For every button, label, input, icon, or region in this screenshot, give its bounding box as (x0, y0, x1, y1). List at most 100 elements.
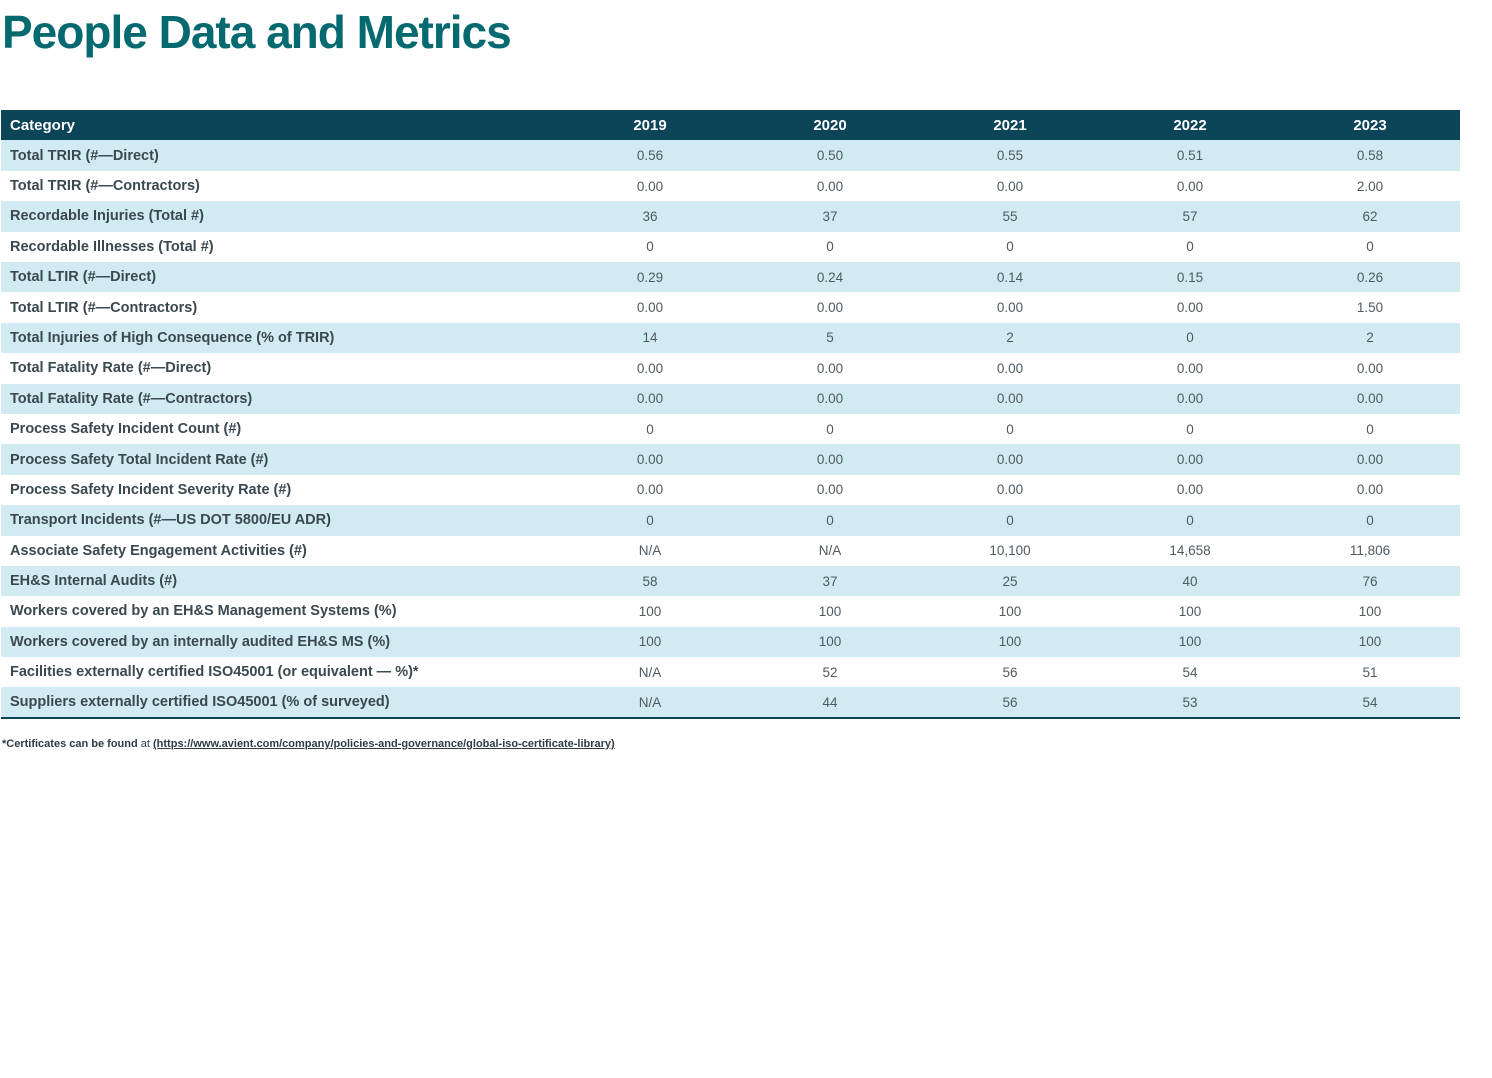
value-cell: 2 (1366, 330, 1374, 346)
table-row: Total LTIR (#—Direct) 0.29 0.24 0.14 0.1… (1, 262, 1460, 293)
value-cell: 0.00 (816, 452, 844, 468)
value-cell: 100 (1178, 603, 1202, 619)
row-label: Total Fatality Rate (#—Direct) (10, 360, 212, 377)
value-cell: 2.00 (1356, 178, 1384, 194)
table-row: Process Safety Total Incident Rate (#) 0… (1, 444, 1460, 475)
value-cell: 0.50 (816, 148, 844, 164)
value-cell: 100 (1358, 634, 1382, 650)
value-cell: 0.00 (1176, 360, 1204, 376)
value-cell: 56 (1002, 664, 1018, 680)
column-header-2019: 2019 (560, 110, 740, 141)
value-cell: 0.24 (816, 269, 844, 285)
table-row: Total Fatality Rate (#—Contractors) 0.00… (1, 383, 1460, 414)
footnote-certificate-link[interactable]: (https://www.avient.com/company/policies… (153, 737, 615, 750)
value-cell: 100 (998, 603, 1022, 619)
value-cell: 0 (1006, 421, 1014, 437)
value-cell: 0.00 (636, 300, 664, 316)
table-row: Transport Incidents (#—US DOT 5800/EU AD… (1, 505, 1460, 536)
value-cell: 54 (1362, 694, 1378, 710)
footnote: *Certificates can be found at (https://w… (2, 738, 1492, 750)
value-cell: 100 (638, 603, 662, 619)
value-cell: 40 (1182, 573, 1198, 589)
table-row: Workers covered by an internally audited… (1, 626, 1460, 658)
value-cell: N/A (638, 694, 662, 710)
value-cell: 57 (1182, 208, 1198, 224)
value-cell: 100 (818, 634, 842, 650)
value-cell: 0.00 (996, 482, 1024, 498)
row-label: Suppliers externally certified ISO45001 … (10, 694, 390, 711)
value-cell: 0.00 (996, 300, 1024, 316)
value-cell: 0.00 (816, 300, 844, 316)
table-header-row: Category 2019 2020 2021 2022 2023 (1, 110, 1460, 141)
table-row: Total Injuries of High Consequence (% of… (1, 322, 1460, 354)
value-cell: 25 (1002, 573, 1018, 589)
value-cell: 54 (1182, 664, 1198, 680)
value-cell: 0 (826, 239, 834, 255)
value-cell: 0.00 (1176, 178, 1204, 194)
value-cell: 0 (1366, 512, 1374, 528)
value-cell: 10,100 (989, 543, 1031, 559)
value-cell: 0.55 (996, 148, 1024, 164)
row-label: Workers covered by an internally audited… (10, 633, 391, 650)
column-header-2022: 2022 (1100, 110, 1280, 141)
value-cell: N/A (818, 543, 842, 559)
value-cell: 44 (822, 694, 838, 710)
value-cell: 55 (1002, 208, 1018, 224)
value-cell: 0.00 (636, 178, 664, 194)
value-cell: 56 (1002, 694, 1018, 710)
table-row: Total Fatality Rate (#—Direct) 0.00 0.00… (1, 353, 1460, 384)
value-cell: 0.00 (816, 178, 844, 194)
value-cell: 0.00 (1176, 482, 1204, 498)
table-row: Recordable Illnesses (Total #) 0 0 0 0 0 (1, 231, 1460, 262)
value-cell: 0.00 (1356, 391, 1384, 407)
value-cell: 53 (1182, 694, 1198, 710)
people-metrics-table: Category 2019 2020 2021 2022 2023 Total … (1, 110, 1460, 719)
value-cell: 51 (1362, 664, 1378, 680)
value-cell: 14 (642, 330, 658, 346)
value-cell: 0 (646, 239, 654, 255)
row-label: Recordable Illnesses (Total #) (10, 238, 214, 255)
value-cell: 0.00 (1176, 391, 1204, 407)
value-cell: 62 (1362, 208, 1378, 224)
value-cell: 0.26 (1356, 269, 1384, 285)
value-cell: 37 (822, 208, 838, 224)
row-label: Total LTIR (#—Direct) (10, 269, 157, 286)
row-label: Facilities externally certified ISO45001… (10, 664, 419, 681)
value-cell: 0.00 (636, 452, 664, 468)
value-cell: 0 (826, 421, 834, 437)
table-row: Process Safety Incident Count (#) 0 0 0 … (1, 413, 1460, 445)
value-cell: 5 (826, 330, 834, 346)
table-row: Workers covered by an EH&S Management Sy… (1, 596, 1460, 627)
value-cell: 0.00 (636, 391, 664, 407)
column-header-2020: 2020 (740, 110, 920, 141)
value-cell: 0 (1186, 421, 1194, 437)
value-cell: 2 (1006, 330, 1014, 346)
value-cell: 0.00 (816, 482, 844, 498)
value-cell: 0.00 (1356, 452, 1384, 468)
value-cell: 0 (1186, 330, 1194, 346)
value-cell: N/A (638, 664, 662, 680)
value-cell: 0.51 (1176, 148, 1204, 164)
row-label: Process Safety Incident Severity Rate (#… (10, 481, 292, 498)
value-cell: 0.00 (816, 391, 844, 407)
value-cell: 0 (1186, 239, 1194, 255)
value-cell: 0.00 (636, 360, 664, 376)
value-cell: 100 (1178, 634, 1202, 650)
value-cell: 0 (1006, 512, 1014, 528)
table-row: Total LTIR (#—Contractors) 0.00 0.00 0.0… (1, 292, 1460, 323)
value-cell: 0 (826, 512, 834, 528)
value-cell: 0.58 (1356, 148, 1384, 164)
value-cell: 0 (646, 421, 654, 437)
table-row: Total TRIR (#—Contractors) 0.00 0.00 0.0… (1, 170, 1460, 202)
column-header-2021: 2021 (920, 110, 1100, 141)
value-cell: 0.00 (1176, 452, 1204, 468)
value-cell: 100 (818, 603, 842, 619)
value-cell: 100 (998, 634, 1022, 650)
row-label: Total TRIR (#—Direct) (10, 147, 159, 164)
table-row: Recordable Injuries (Total #) 36 37 55 5… (1, 201, 1460, 232)
value-cell: 0.00 (996, 452, 1024, 468)
row-label: Transport Incidents (#—US DOT 5800/EU AD… (10, 512, 331, 529)
table-row: Associate Safety Engagement Activities (… (1, 535, 1460, 566)
value-cell: 0.14 (996, 269, 1024, 285)
